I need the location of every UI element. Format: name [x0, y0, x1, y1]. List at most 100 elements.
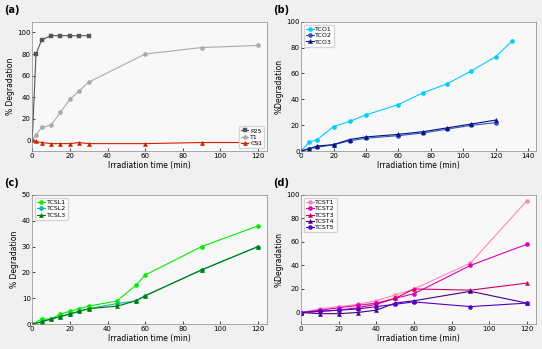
- TCSL2: [86, 307, 92, 311]
- TCST3: [524, 281, 530, 285]
- TCST5: [467, 305, 474, 309]
- TCSL3: [132, 299, 139, 303]
- TCSL1: [132, 283, 139, 288]
- TCSL3: [255, 245, 261, 249]
- TCO2: [420, 131, 426, 135]
- TCO3: [468, 122, 475, 126]
- TCST4: [411, 299, 417, 303]
- TCST4: [524, 301, 530, 305]
- TCSL1: [48, 317, 54, 321]
- X-axis label: Irradiation time (min): Irradiation time (min): [377, 334, 460, 343]
- TCST2: [298, 310, 305, 314]
- TCST5: [373, 305, 379, 309]
- Text: (b): (b): [273, 5, 289, 15]
- TCSL2: [67, 312, 73, 316]
- X-axis label: Irradiation time (min): Irradiation time (min): [108, 334, 191, 343]
- TCST2: [317, 308, 323, 312]
- TCST3: [354, 306, 361, 310]
- TCST2: [354, 303, 361, 307]
- TCO3: [444, 126, 450, 130]
- TCSL2: [29, 322, 35, 326]
- CS1: [38, 140, 45, 144]
- TCO3: [420, 129, 426, 134]
- TCO2: [444, 127, 450, 131]
- T1: [57, 110, 64, 114]
- TCO2: [346, 139, 353, 143]
- T1: [33, 133, 39, 137]
- TCSL1: [57, 312, 64, 316]
- Text: (c): (c): [4, 178, 19, 188]
- TCST2: [373, 301, 379, 305]
- TCSL3: [67, 312, 73, 316]
- TCST1: [335, 305, 342, 309]
- P25: [38, 38, 45, 42]
- TCST1: [317, 307, 323, 311]
- Line: TCO1: TCO1: [299, 39, 514, 153]
- Legend: TCST1, TCST2, TCST3, TCST4, TCST5: TCST1, TCST2, TCST3, TCST4, TCST5: [304, 198, 337, 232]
- TCST5: [317, 309, 323, 313]
- Y-axis label: % Degradation: % Degradation: [10, 231, 19, 288]
- TCST5: [354, 307, 361, 311]
- P25: [33, 52, 39, 56]
- TCO3: [363, 135, 369, 139]
- CS1: [57, 141, 64, 146]
- P25: [76, 34, 82, 38]
- Line: T1: T1: [30, 43, 260, 142]
- CS1: [198, 140, 205, 144]
- TCST2: [467, 263, 474, 267]
- TCSL1: [38, 317, 45, 321]
- TCO3: [346, 138, 353, 142]
- TCSL2: [76, 309, 82, 313]
- X-axis label: Irradiation time (min): Irradiation time (min): [377, 161, 460, 170]
- TCSL2: [142, 294, 149, 298]
- Text: (a): (a): [4, 5, 20, 15]
- TCO2: [363, 136, 369, 140]
- TCST5: [298, 310, 305, 314]
- P25: [48, 34, 54, 38]
- TCO1: [306, 140, 312, 144]
- Y-axis label: %Degradation: %Degradation: [274, 232, 283, 287]
- TCST3: [373, 302, 379, 306]
- TCSL2: [48, 317, 54, 321]
- TCSL2: [57, 314, 64, 319]
- TCST5: [524, 301, 530, 305]
- TCSL2: [114, 302, 120, 306]
- TCST1: [298, 310, 305, 314]
- TCO2: [298, 149, 305, 153]
- P25: [86, 34, 92, 38]
- T1: [142, 52, 149, 56]
- T1: [76, 89, 82, 93]
- TCST1: [373, 299, 379, 303]
- TCO1: [468, 69, 475, 73]
- Y-axis label: % Degradation: % Degradation: [5, 58, 15, 115]
- TCO1: [395, 103, 402, 107]
- P25: [67, 34, 73, 38]
- T1: [255, 43, 261, 47]
- TCSL1: [114, 299, 120, 303]
- CS1: [255, 140, 261, 144]
- TCO1: [346, 119, 353, 124]
- TCST1: [411, 287, 417, 291]
- T1: [198, 45, 205, 50]
- Text: (d): (d): [273, 178, 289, 188]
- TCO3: [330, 143, 337, 147]
- Line: TCSL3: TCSL3: [30, 245, 260, 326]
- TCST3: [335, 308, 342, 312]
- TCO2: [468, 123, 475, 127]
- TCO1: [330, 125, 337, 129]
- TCST4: [335, 312, 342, 316]
- TCSL3: [38, 320, 45, 324]
- TCST4: [392, 301, 398, 305]
- Y-axis label: %Degradation: %Degradation: [274, 59, 283, 114]
- TCO1: [493, 54, 499, 59]
- TCST5: [392, 302, 398, 306]
- Line: TCST3: TCST3: [299, 281, 529, 314]
- TCSL2: [132, 299, 139, 303]
- TCO2: [314, 145, 320, 149]
- TCST4: [467, 289, 474, 294]
- TCO1: [444, 82, 450, 86]
- TCSL3: [57, 314, 64, 319]
- TCST4: [354, 310, 361, 314]
- TCO1: [314, 138, 320, 142]
- TCST4: [373, 308, 379, 312]
